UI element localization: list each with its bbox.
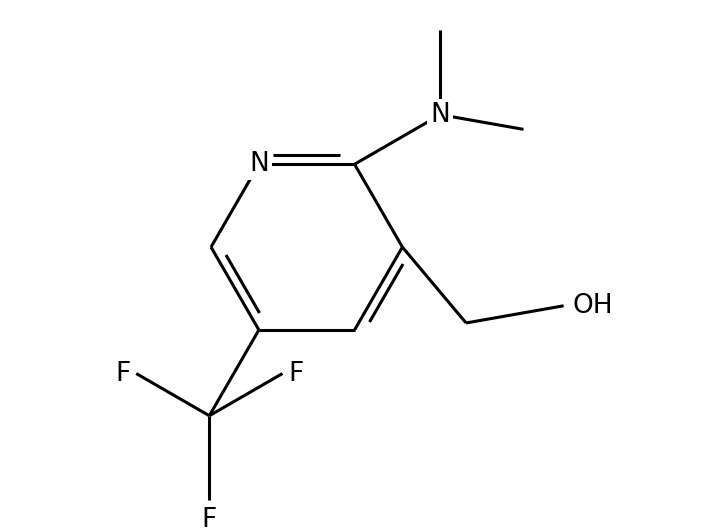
Text: F: F: [288, 361, 303, 387]
Text: F: F: [115, 361, 131, 387]
Text: OH: OH: [573, 293, 613, 319]
Text: F: F: [202, 507, 217, 532]
Text: N: N: [249, 151, 269, 177]
Text: N: N: [431, 102, 450, 128]
